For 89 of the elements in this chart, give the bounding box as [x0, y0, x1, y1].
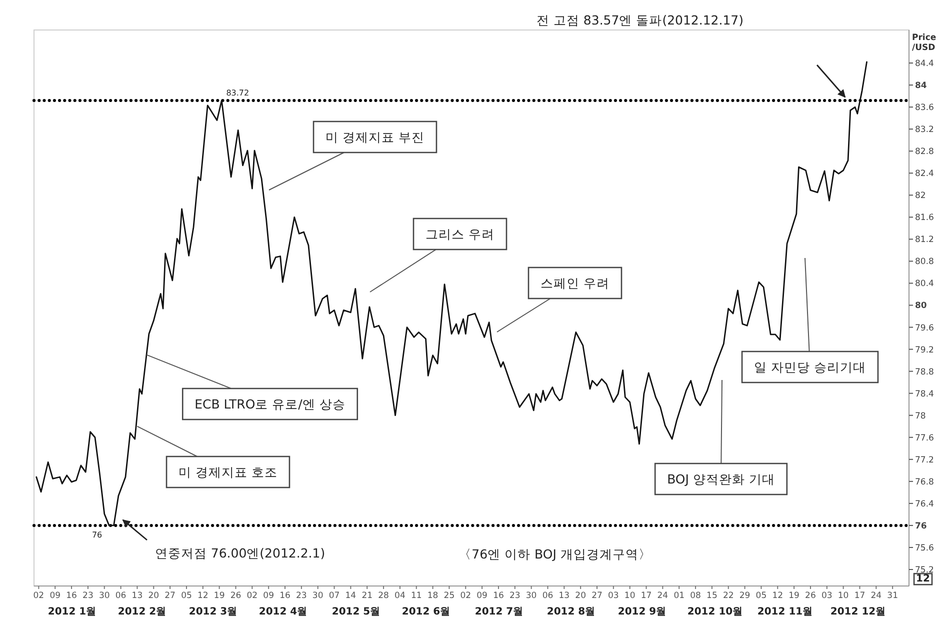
x-tick-label: 26 — [230, 591, 242, 601]
y-tick-label: 82.4 — [915, 169, 934, 180]
x-tick-label: 05 — [756, 591, 767, 601]
y-tick-label: 77.2 — [915, 455, 934, 466]
x-tick-label: 11 — [410, 591, 422, 601]
x-tick-label: 02 — [33, 591, 44, 601]
x-tick-label: 20 — [575, 591, 586, 601]
y-tick-label: 80 — [915, 301, 927, 312]
y-axis-title: Price /USD — [912, 33, 936, 53]
annotation: ECB LTRO로 유로/엔 상승 — [194, 396, 346, 412]
ref-line-label: 76 — [92, 530, 102, 540]
x-tick-label: 30 — [526, 591, 537, 601]
x-tick-label: 25 — [444, 591, 455, 601]
y-tick-label: 76.8 — [915, 477, 934, 488]
x-tick-label: 26 — [805, 591, 816, 601]
annotation: 미 경제지표 부진 — [326, 130, 424, 144]
x-tick-label: 06 — [542, 591, 554, 601]
x-tick-label: 23 — [296, 591, 307, 601]
x-tick-label: 27 — [592, 591, 602, 601]
x-tick-label: 29 — [739, 591, 750, 601]
y-tick-label: 80.4 — [915, 279, 934, 290]
annotation: 일 자민당 승리기대 — [754, 360, 866, 374]
x-tick-label: 15 — [706, 591, 718, 601]
x-tick-label: 19 — [788, 591, 800, 601]
y-tick-label: 78.8 — [915, 367, 934, 378]
x-tick-label: 05 — [181, 591, 192, 601]
x-tick-label: 09 — [50, 591, 61, 601]
x-tick-label: 12 — [772, 591, 784, 601]
x-tick-label: 27 — [164, 591, 176, 601]
annotation: 그리스 우려 — [426, 226, 494, 242]
x-tick-label: 24 — [657, 591, 668, 601]
x-tick-label: 13 — [558, 591, 570, 601]
y-tick-label: 83.6 — [915, 103, 934, 114]
x-tick-label: 20 — [148, 591, 160, 601]
y-tick-label: 78 — [915, 411, 926, 422]
x-tick-label: 02 — [246, 591, 258, 601]
x-tick-label: 09 — [263, 591, 274, 601]
x-tick-label: 23 — [509, 591, 520, 601]
x-tick-label: 30 — [98, 591, 110, 601]
annotation: BOJ 양적완화 기대 — [667, 472, 775, 486]
y-tick-label: 76.4 — [915, 499, 934, 510]
y-tick-label: 83.2 — [915, 125, 934, 136]
y-tick-label: 79.2 — [915, 345, 934, 356]
x-tick-label: 16 — [493, 591, 504, 601]
x-tick-label: 16 — [66, 591, 77, 601]
x-tick-label: 03 — [608, 591, 619, 601]
y-tick-label: 76 — [915, 521, 927, 532]
y-tick-label: 75.2 — [915, 565, 934, 576]
x-tick-label: 04 — [394, 591, 406, 601]
x-tick-label: 12 — [197, 591, 208, 601]
annotation: 연중저점 76.00엔(2012.2.1) — [154, 546, 326, 560]
x-tick-label: 21 — [362, 591, 373, 601]
x-tick-label: 16 — [280, 591, 290, 601]
x-tick-label: 09 — [476, 591, 488, 601]
y-tick-label: 82.8 — [915, 147, 934, 158]
x-tick-label: 28 — [378, 591, 389, 601]
y-tick-label: 84 — [915, 81, 927, 92]
x-tick-label: 22 — [722, 591, 734, 601]
y-tick-label: 79.6 — [915, 323, 934, 334]
x-tick-label: 31 — [887, 591, 898, 601]
y-tick-label: 82 — [915, 191, 926, 202]
x-tick-label: 13 — [132, 591, 143, 601]
x-tick-label: 03 — [821, 591, 832, 601]
x-tick-label: 23 — [82, 591, 94, 601]
x-tick-label: 24 — [870, 591, 882, 601]
x-tick-label: 17 — [854, 591, 866, 601]
x-tick-label: 18 — [427, 591, 438, 601]
x-tick-label: 17 — [640, 591, 652, 601]
x-tick-label: 08 — [690, 591, 701, 601]
line-series — [36, 61, 868, 526]
x-tick-label: 01 — [674, 591, 685, 601]
x-tick-label: 07 — [328, 591, 340, 601]
annotation: 스페인 우려 — [540, 276, 610, 290]
y-tick-label: 78.4 — [915, 389, 934, 400]
x-tick-label: 10 — [624, 591, 636, 601]
y-tick-label: 80.8 — [915, 257, 934, 268]
y-tick-label: 75.6 — [915, 543, 934, 554]
x-tick-label: 10 — [838, 591, 849, 601]
ref-line-label: 83.72 — [226, 88, 250, 98]
x-tick-label: 02 — [460, 591, 472, 601]
y-tick-label: 84.4 — [915, 59, 934, 70]
y-tick-label: 81.2 — [915, 235, 934, 246]
x-tick-label: 14 — [345, 591, 356, 601]
y-tick-label: 81.6 — [915, 213, 934, 224]
annotation: 미 경제지표 호조 — [178, 464, 278, 480]
x-tick-label: 06 — [115, 591, 126, 601]
x-tick-label: 19 — [214, 591, 225, 601]
y-tick-label: 77.6 — [915, 433, 934, 444]
x-tick-label: 30 — [312, 591, 324, 601]
